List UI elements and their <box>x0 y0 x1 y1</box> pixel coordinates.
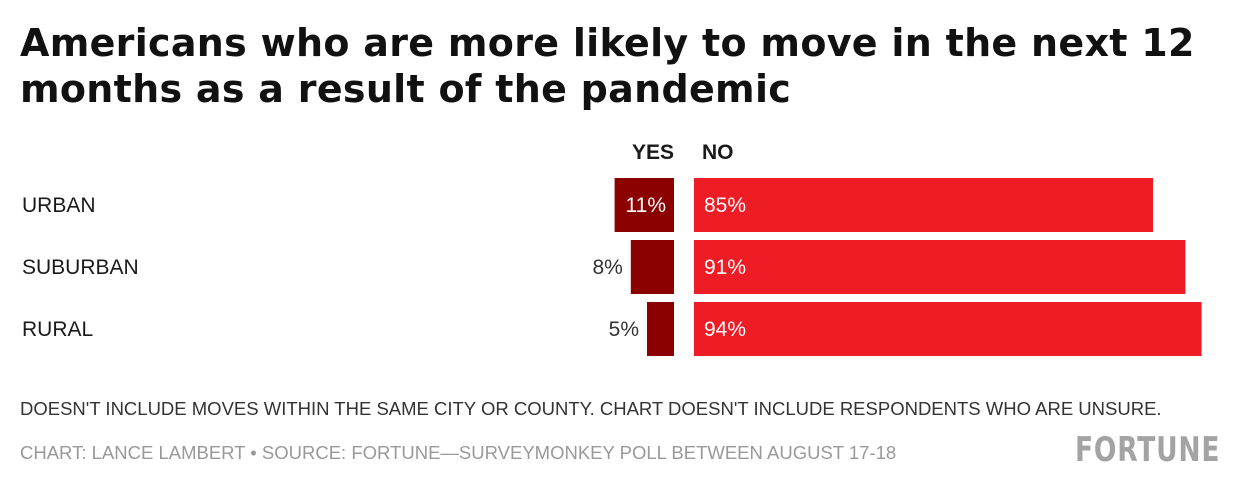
chart-title: Americans who are more likely to move in… <box>20 21 1195 111</box>
yes-value-label-suburban: 8% <box>592 256 622 279</box>
yes-bar-suburban <box>630 240 674 294</box>
category-label-urban: URBAN <box>22 194 96 217</box>
yes-value-label-rural: 5% <box>609 318 639 341</box>
no-series-header: NO <box>702 141 734 164</box>
no-value-label-rural: 94% <box>704 318 746 341</box>
no-value-label-urban: 85% <box>704 194 746 217</box>
chart-source: CHART: LANCE LAMBERT • SOURCE: FORTUNE—S… <box>20 442 897 463</box>
yes-value-label-urban: 11% <box>626 194 666 217</box>
yes-series-header: YES <box>632 141 674 164</box>
no-bar-urban <box>694 178 1153 232</box>
no-value-label-suburban: 91% <box>704 256 746 279</box>
category-label-rural: RURAL <box>22 318 93 341</box>
fortune-logo: FORTUNE <box>1074 430 1220 470</box>
category-label-suburban: SUBURBAN <box>22 256 139 279</box>
yes-bar-rural <box>647 302 674 356</box>
chart: YES NO URBAN 11% 85% SUBURBAN 8% 91% RURAL 5% 94% <box>22 141 1202 356</box>
chart-note: DOESN'T INCLUDE MOVES WITHIN THE SAME CI… <box>20 398 1162 419</box>
no-bar-rural <box>694 302 1202 356</box>
yes-bar-urban <box>614 178 674 232</box>
no-bar-suburban <box>694 240 1186 294</box>
